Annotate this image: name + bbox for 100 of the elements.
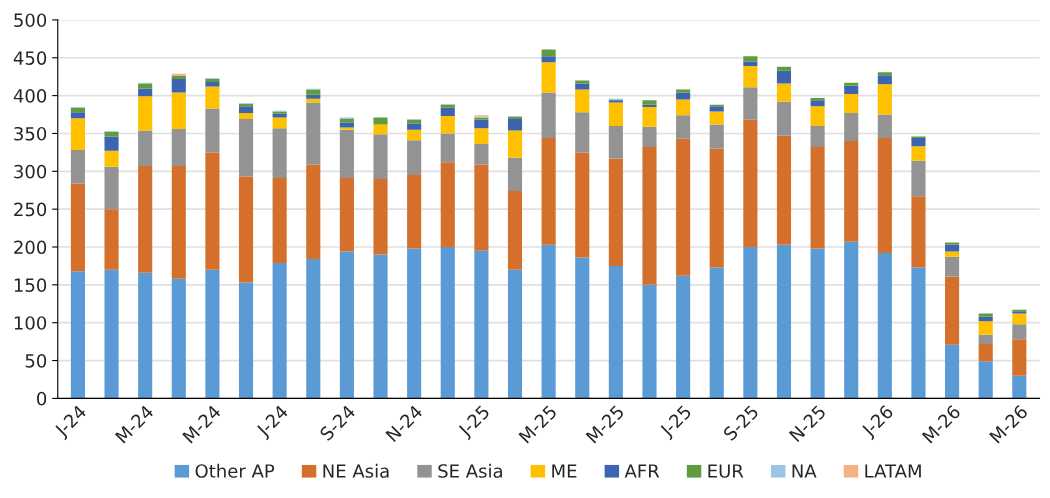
bar [877,138,892,254]
bar [1012,313,1027,325]
bar [474,128,489,145]
bar [978,334,993,344]
bar [709,106,724,112]
bar [138,83,153,89]
bar [575,80,590,84]
bar [844,85,859,95]
bar [776,66,792,71]
bar [978,361,993,399]
bar [575,83,590,90]
bar [339,127,354,130]
bar [507,119,523,131]
bar [407,175,422,249]
bar [945,242,960,245]
y-tick-label: 350 [14,126,47,141]
bar [306,94,321,99]
bar [776,101,792,136]
bar [171,128,186,167]
y-tick-label: 100 [14,316,47,330]
bar [709,111,724,125]
bar [507,269,523,399]
bar [407,248,422,399]
bar [507,157,523,191]
legend-label: AFR [624,464,660,478]
bar [205,108,220,153]
bar [642,147,657,285]
bar [1012,339,1027,376]
bar [70,150,85,184]
bar [810,106,825,126]
bar [642,126,657,148]
bar [171,278,186,399]
bar [877,75,892,85]
bar [709,124,724,149]
bar [272,117,287,129]
bar [171,166,186,279]
bar [911,160,926,197]
bar [407,119,422,124]
bar [272,128,287,179]
bar [272,262,287,399]
bar [306,89,321,95]
y-tick-label: 250 [14,202,47,217]
bar [810,147,825,249]
bar [541,92,556,139]
bar [575,112,590,153]
bar [541,56,556,63]
bar [238,106,254,114]
bar [339,129,354,179]
bar [440,116,455,134]
bar [642,106,657,127]
bar [440,107,455,117]
bar [440,162,455,248]
bar [877,114,892,139]
bar [373,254,388,399]
bar [474,144,489,165]
bar [844,82,859,86]
bar [205,81,220,87]
bar [306,259,321,399]
bar [676,99,691,116]
bar [776,83,792,102]
bar [743,119,758,248]
y-tick-label: 200 [14,240,47,255]
bar [709,148,724,268]
bar [205,86,220,109]
bar [1012,375,1027,399]
bar [104,131,119,137]
bar [104,136,119,151]
bar [810,125,825,148]
y-tick-label: 50 [25,354,47,368]
bar [810,248,825,399]
bar [373,117,388,125]
bar [743,66,758,88]
bar [945,244,960,252]
bar [575,257,590,399]
bar [205,269,220,399]
legend-label: NE Asia [323,463,389,478]
bar [575,89,590,113]
bar [104,209,119,270]
bar [138,272,153,399]
bar [407,140,422,176]
bar [138,130,153,167]
bar [104,166,119,210]
bar [608,265,623,399]
bar [440,247,455,399]
bar [238,176,254,283]
bar [978,343,993,362]
bar [138,166,153,273]
bar [978,313,993,317]
bar [676,115,691,139]
bar [138,88,153,97]
bar [911,267,926,399]
bar [339,251,354,399]
bar [575,152,590,258]
bar [776,244,792,399]
bar [642,104,657,107]
bar [272,178,287,263]
bar [238,113,254,120]
bar [945,276,960,345]
bar [877,253,892,399]
bar [709,267,724,399]
